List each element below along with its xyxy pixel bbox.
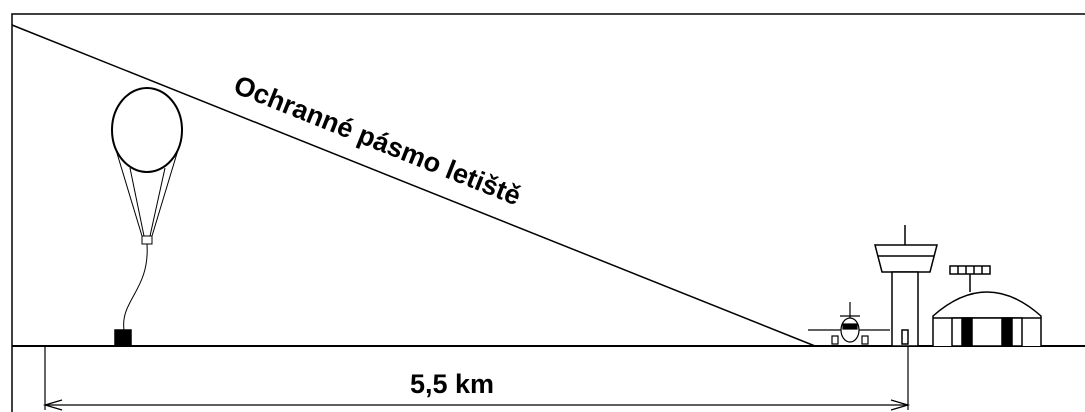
hangar (933, 266, 1041, 346)
control-tower (875, 225, 937, 346)
distance-label: 5,5 km (410, 369, 494, 399)
diagram: Ochranné pásmo letiště (0, 0, 1085, 412)
frame (12, 14, 1085, 412)
airplane (808, 302, 890, 344)
balloon (112, 88, 182, 345)
zone-label: Ochranné pásmo letiště (230, 70, 525, 212)
